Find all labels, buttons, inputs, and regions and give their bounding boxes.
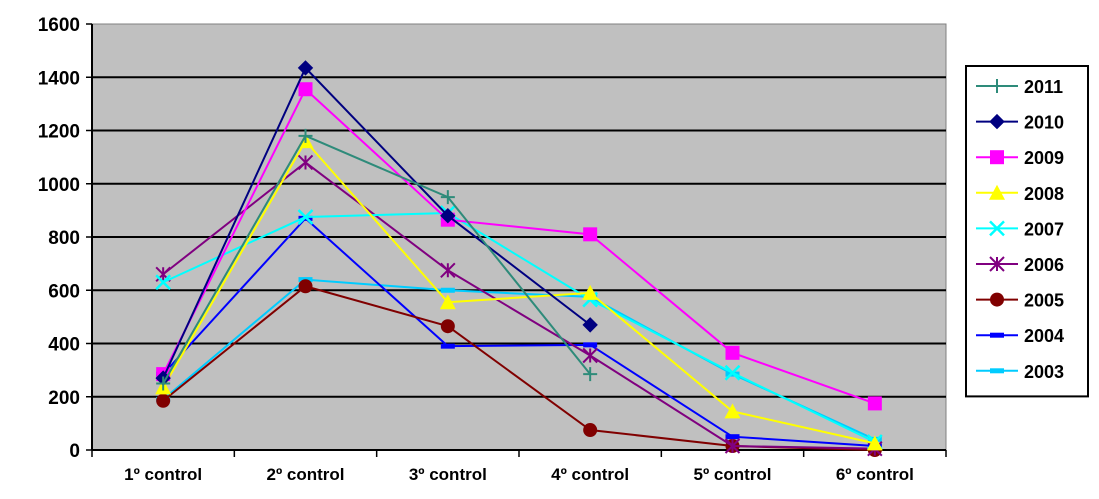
data-point-marker xyxy=(297,60,314,76)
legend-label: 2004 xyxy=(1024,326,1064,346)
data-point-marker xyxy=(724,364,741,381)
series-line xyxy=(162,216,875,448)
axes: 0 200 400 600 800 1000 1200 1400 1600 1º control 2… xyxy=(38,15,947,484)
series-lines xyxy=(155,60,883,457)
data-point-marker xyxy=(989,184,1005,200)
data-point-marker xyxy=(440,262,456,278)
legend-label: 2006 xyxy=(1024,255,1064,275)
y-tick-label: 1200 xyxy=(38,122,80,143)
legend-item-2004: 2004 xyxy=(976,326,1064,346)
legend-label: 2005 xyxy=(1024,291,1064,311)
y-tick-label: 1600 xyxy=(38,15,80,36)
data-point-marker xyxy=(725,345,740,360)
data-point-marker xyxy=(990,292,1004,307)
series-line xyxy=(162,139,876,445)
legend-item-2007: 2007 xyxy=(976,219,1064,239)
series-line xyxy=(162,134,591,384)
x-tick-label: 6º control xyxy=(836,465,914,484)
x-tick-label: 4º control xyxy=(551,465,629,484)
y-tick-label: 0 xyxy=(69,441,80,462)
data-point-marker xyxy=(582,284,599,300)
y-tick-label: 200 xyxy=(48,388,80,409)
data-point-marker xyxy=(989,113,1005,130)
data-point-marker xyxy=(298,128,313,143)
y-tick-label: 400 xyxy=(48,335,80,356)
data-point-marker xyxy=(583,367,598,382)
data-point-marker xyxy=(989,220,1005,237)
data-point-marker xyxy=(867,396,882,411)
data-point-marker xyxy=(297,209,314,225)
legend: 2011 2010 2009 2008 2007 2006 2005 2004 2003 xyxy=(965,65,1089,398)
legend-label: 2009 xyxy=(1024,148,1064,168)
x-tick-label: 3º control xyxy=(409,465,487,484)
x-tick-label: 5º control xyxy=(694,465,772,484)
data-point-marker xyxy=(582,317,598,333)
y-tick-label: 1400 xyxy=(38,68,80,89)
legend-item-2003: 2003 xyxy=(976,362,1064,382)
data-point-marker xyxy=(583,423,598,438)
legend-label: 2011 xyxy=(1024,77,1063,97)
data-point-marker xyxy=(990,79,1004,93)
x-tick-label: 2º control xyxy=(267,465,345,484)
data-point-marker xyxy=(440,343,455,349)
data-point-marker xyxy=(440,319,455,334)
data-point-marker xyxy=(156,376,171,391)
legend-label: 2003 xyxy=(1024,362,1064,382)
data-point-marker xyxy=(582,347,598,364)
data-point-marker xyxy=(583,227,598,242)
series-line xyxy=(162,66,591,379)
legend-item-2011: 2011 xyxy=(976,77,1063,97)
series-2011 xyxy=(156,128,598,391)
data-point-marker xyxy=(724,438,741,454)
data-point-marker xyxy=(989,256,1005,272)
legend-item-2010: 2010 xyxy=(976,113,1064,133)
data-point-marker xyxy=(990,368,1004,374)
data-point-marker xyxy=(297,154,314,171)
y-tick-label: 800 xyxy=(48,228,80,249)
y-tick-label: 600 xyxy=(48,281,80,302)
data-point-marker xyxy=(583,342,598,348)
data-point-marker xyxy=(866,435,883,451)
series-line xyxy=(162,87,876,405)
data-point-marker xyxy=(990,150,1004,165)
legend-item-2009: 2009 xyxy=(976,148,1064,168)
legend-box xyxy=(965,65,1089,398)
legend-label: 2007 xyxy=(1024,219,1064,239)
y-tick-label: 1000 xyxy=(38,175,80,196)
data-point-marker xyxy=(724,403,741,419)
data-point-marker xyxy=(156,393,171,408)
legend-label: 2010 xyxy=(1024,113,1064,133)
data-point-marker xyxy=(725,434,740,440)
x-tick-label: 1º control xyxy=(124,465,202,484)
data-point-marker xyxy=(440,287,455,293)
legend-item-2006: 2006 xyxy=(976,255,1064,275)
data-point-marker xyxy=(298,279,313,294)
data-point-marker xyxy=(439,294,456,310)
data-point-marker xyxy=(155,274,172,291)
legend-label: 2008 xyxy=(1024,184,1064,204)
data-point-marker xyxy=(440,207,456,224)
legend-item-2005: 2005 xyxy=(976,291,1064,311)
data-point-marker xyxy=(440,190,455,205)
data-point-marker xyxy=(990,332,1004,338)
data-point-marker xyxy=(298,82,313,97)
series-line xyxy=(162,212,876,443)
legend-item-2008: 2008 xyxy=(976,184,1064,204)
